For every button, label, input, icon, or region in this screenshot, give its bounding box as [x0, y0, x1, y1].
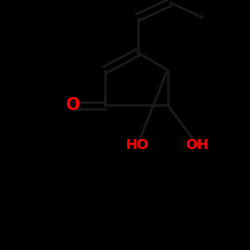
Text: O: O [66, 96, 80, 114]
Text: OH: OH [186, 138, 209, 152]
Text: HO: HO [126, 138, 149, 152]
